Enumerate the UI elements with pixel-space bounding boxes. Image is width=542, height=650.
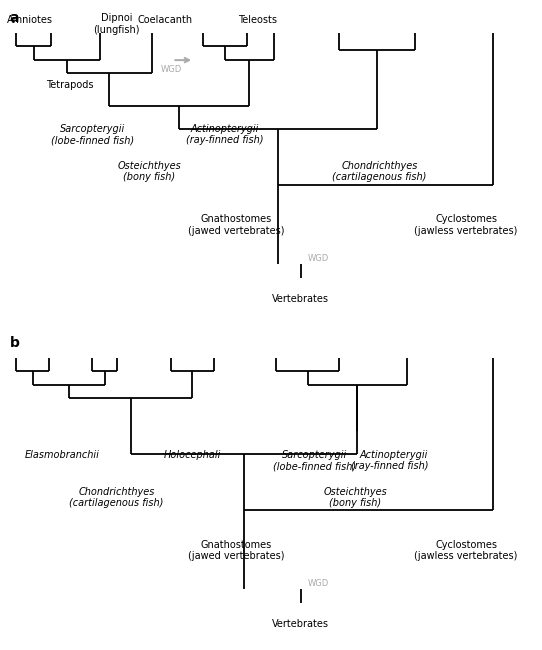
Text: Osteichthyes
(bony fish): Osteichthyes (bony fish) [323, 487, 387, 508]
Text: Cyclostomes
(jawless vertebrates): Cyclostomes (jawless vertebrates) [415, 540, 518, 561]
Text: a: a [10, 11, 20, 25]
Text: b: b [10, 337, 20, 350]
Text: Tetrapods: Tetrapods [46, 80, 94, 90]
Text: Sarcopterygii
(lobe-finned fish): Sarcopterygii (lobe-finned fish) [50, 124, 134, 145]
Text: Chondrichthyes
(cartilagenous fish): Chondrichthyes (cartilagenous fish) [69, 487, 164, 508]
Text: Vertebrates: Vertebrates [272, 294, 330, 304]
Text: Osteichthyes
(bony fish): Osteichthyes (bony fish) [117, 161, 181, 183]
Text: Elasmobranchii: Elasmobranchii [25, 450, 100, 460]
Text: Holocephali: Holocephali [164, 450, 221, 460]
Text: Actinopterygii
(ray-finned fish): Actinopterygii (ray-finned fish) [351, 450, 428, 471]
Text: Chondrichthyes
(cartilagenous fish): Chondrichthyes (cartilagenous fish) [332, 161, 427, 183]
Text: Coelacanth: Coelacanth [138, 14, 193, 25]
Text: WGD: WGD [160, 65, 182, 74]
Text: Dipnoi
(lungfish): Dipnoi (lungfish) [93, 13, 140, 34]
Text: Teleosts: Teleosts [238, 14, 277, 25]
Text: Sarcopterygii
(lobe-finned fish): Sarcopterygii (lobe-finned fish) [273, 450, 356, 471]
Text: Cyclostomes
(jawless vertebrates): Cyclostomes (jawless vertebrates) [415, 214, 518, 236]
Text: Vertebrates: Vertebrates [272, 619, 330, 629]
Text: Gnathostomes
(jawed vertebrates): Gnathostomes (jawed vertebrates) [188, 214, 284, 236]
Text: Amniotes: Amniotes [7, 14, 53, 25]
Text: WGD: WGD [307, 579, 329, 588]
Text: WGD: WGD [307, 254, 329, 263]
Text: Gnathostomes
(jawed vertebrates): Gnathostomes (jawed vertebrates) [188, 540, 284, 561]
Text: Actinopterygii
(ray-finned fish): Actinopterygii (ray-finned fish) [186, 124, 263, 145]
